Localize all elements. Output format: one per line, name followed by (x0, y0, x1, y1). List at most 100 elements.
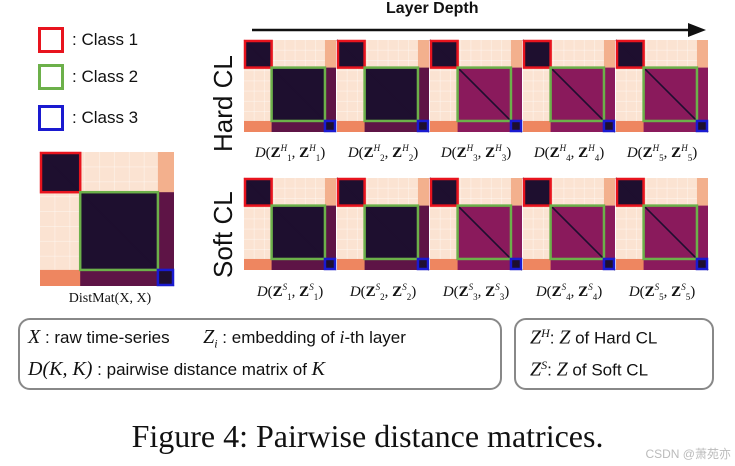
caption-soft-cl-layer-3: D(ZS3, ZS3) (442, 282, 510, 302)
caption-sub: 4 (592, 292, 598, 302)
legend-label-class-1: : Class 1 (72, 30, 139, 49)
matrix-soft-cl-layer-4 (522, 177, 616, 271)
caption-sup: S (402, 282, 407, 292)
input-distance-matrix-outline-class3 (156, 268, 175, 287)
caption-sup: S (681, 282, 686, 292)
matrix-hard-cl-layer-1-outline-class1 (243, 39, 273, 69)
input-matrix-caption: DistMat(X, X) (60, 291, 160, 307)
caption-sup: H (402, 143, 409, 153)
desc-zi: : embedding of (217, 328, 340, 347)
caption-z: Z (578, 284, 589, 300)
symbol-x: X (28, 326, 41, 348)
matrix-hard-cl-layer-2-diagonal (336, 39, 430, 133)
caption-z: Z (458, 284, 469, 300)
caption-z: Z (365, 284, 376, 300)
caption-sup: S (375, 282, 381, 292)
matrix-hard-cl-layer-4-outline-class2 (549, 66, 606, 123)
matrix-hard-cl-layer-2-class3-2-offdiag (364, 120, 418, 132)
caption-z: Z (644, 284, 655, 300)
matrix-soft-cl-layer-1-class3-2-offdiag (271, 258, 325, 270)
caption-sup: S (282, 282, 288, 292)
desc-zs-sep: : (547, 360, 557, 380)
caption-d: D (347, 145, 359, 161)
caption-sub: 4 (566, 153, 571, 163)
matrix-hard-cl-layer-4-diagonal (522, 39, 616, 133)
caption-z: Z (392, 284, 403, 300)
caption-sub: 1 (287, 292, 292, 302)
legend-swatch-class-2 (38, 64, 64, 90)
caption-sub: 5 (685, 292, 691, 302)
caption-sup: S (561, 282, 567, 292)
caption-sub: 5 (659, 153, 664, 163)
caption-hard-cl-layer-1: D(ZH1, ZH1) (254, 143, 326, 163)
caption-hard-cl-layer-3: D(ZH3, ZH3) (440, 143, 512, 163)
matrix-hard-cl-layer-3-diagonal (429, 39, 523, 133)
input-distance-matrix-class3-2-offdiag (80, 269, 158, 286)
caption-sub: 1 (287, 153, 292, 163)
caption-hard-cl-layer-4: D(ZH4, ZH4) (533, 143, 605, 163)
caption-sup: S (495, 282, 500, 292)
desc-zi-tail: -th layer (344, 328, 406, 347)
notes-line-1: X : raw time-series Zi : embedding of i-… (28, 326, 406, 351)
desc-dkk-k: K (311, 358, 325, 380)
caption-z: Z (299, 284, 310, 300)
symbol-zh: Z (530, 326, 542, 349)
caption-sub: 4 (566, 292, 571, 302)
caption-sup: H (373, 143, 381, 153)
matrix-hard-cl-layer-1-class3-2-offdiag (271, 120, 325, 132)
desc-zh-tail: of Hard CL (570, 328, 658, 348)
matrix-soft-cl-layer-4-outline-class3 (602, 257, 616, 271)
caption-z: Z (578, 145, 589, 161)
caption-z: Z (299, 145, 310, 161)
matrix-hard-cl-layer-3 (429, 39, 523, 133)
notes-box-cl-types: ZH: Z of Hard CL ZS: Z of Soft CL (514, 318, 714, 390)
symbol-zh-sup: H (541, 326, 550, 340)
caption-d: D (626, 145, 638, 161)
caption-d: D (442, 284, 454, 300)
caption-z: Z (392, 145, 403, 161)
caption-d: D (349, 284, 361, 300)
caption-sub: 5 (687, 153, 693, 163)
watermark: CSDN @萧苑亦 (645, 447, 731, 461)
matrix-hard-cl-layer-1-diagonal (243, 39, 337, 133)
matrix-hard-cl-layer-3-outline-class2 (456, 66, 513, 123)
caption-d: D (533, 145, 545, 161)
matrix-hard-cl-layer-1-class2-3-offdiag (324, 67, 336, 121)
input-matrix-caption-text: DistMat(X, X) (68, 291, 152, 306)
caption-z: Z (551, 284, 562, 300)
legend-label-class-2: : Class 2 (72, 67, 139, 86)
matrix-soft-cl-layer-2-outline-class1 (336, 177, 366, 207)
layer-depth-arrow (252, 23, 706, 37)
matrix-hard-cl-layer-5-diagonal (615, 39, 709, 133)
matrix-soft-cl-layer-4-outline-class2 (549, 204, 606, 261)
caption-sup: H (280, 143, 288, 153)
matrix-soft-cl-layer-5-outline-class3 (695, 257, 709, 271)
input-distance-matrix (39, 151, 175, 287)
legend-class-1: : Class 1 (38, 25, 138, 55)
matrix-soft-cl-layer-4-diagonal (522, 177, 616, 271)
caption-sup: S (588, 282, 593, 292)
symbol-zs-sup: S (541, 358, 548, 372)
notes-hard-cl: ZH: Z of Hard CL (530, 326, 657, 350)
caption-sup: S (309, 282, 314, 292)
caption-sub: 1 (313, 292, 319, 302)
caption-z: Z (642, 145, 653, 161)
matrix-hard-cl-layer-2 (336, 39, 430, 133)
matrix-hard-cl-layer-2-outline-class2 (363, 66, 420, 123)
notes-soft-cl: ZS: Z of Soft CL (530, 358, 648, 382)
caption-z: Z (272, 284, 283, 300)
symbol-zi: Z (203, 326, 215, 348)
matrix-soft-cl-layer-5-outline-class1 (615, 177, 645, 207)
caption-sub: 2 (380, 153, 385, 163)
caption-sup: H (309, 143, 316, 153)
matrix-hard-cl-layer-2-outline-class1 (336, 39, 366, 69)
matrix-hard-cl-layer-4-outline-class3 (602, 119, 616, 133)
caption-soft-cl-layer-5: D(ZS5, ZS5) (628, 282, 696, 302)
caption-soft-cl-layer-2: D(ZS2, ZS2) (349, 282, 417, 302)
caption-d: D (628, 284, 640, 300)
desc-zh-sep: : (549, 328, 560, 348)
symbol-dkk: D(K, K) (28, 358, 93, 380)
input-distance-matrix-diagonal (39, 151, 175, 287)
notes-line-2: D(K, K) : pairwise distance matrix of K (28, 358, 325, 381)
caption-d: D (440, 145, 452, 161)
